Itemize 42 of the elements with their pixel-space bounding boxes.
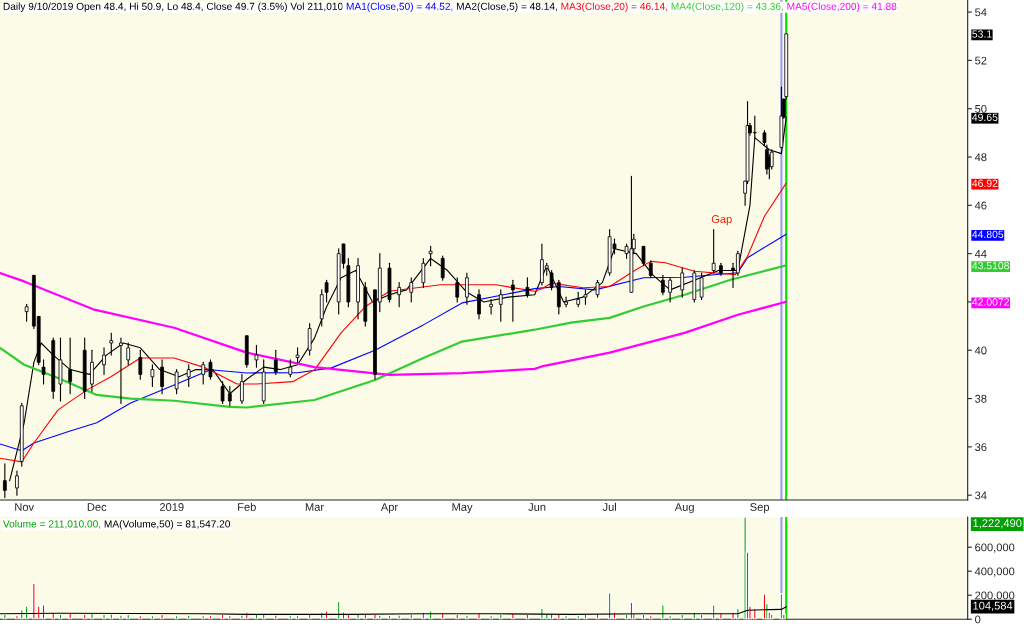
y-tick-label: 36 <box>975 443 987 452</box>
text: MA(Volume,50) = 81,547.20 <box>104 520 231 530</box>
annotation: Gap <box>711 215 732 226</box>
text: MA1(Close,50) = 44.52, <box>346 2 453 12</box>
chart-title: Daily 9/10/2019 Open 48.4, Hi 50.9, Lo 48.4, Close 49.7 (3.5%) Vol 211,010 <box>3 2 343 12</box>
y-tick-label: 46 <box>974 201 987 210</box>
text: 104,584 <box>973 601 1013 611</box>
x-tick-label: Dec <box>87 503 107 511</box>
x-tick-label: Mar <box>305 503 324 511</box>
x-tick-label: Jun <box>528 503 546 511</box>
y2-tick-label: 44.805 <box>972 230 1004 239</box>
y-tick-label: 200,000 <box>975 591 1015 601</box>
y-tick-label: 38 <box>975 394 987 403</box>
x-tick-label: Sep <box>750 503 770 514</box>
text: Volume = 211,010.00, <box>2 520 101 529</box>
y2-tick-label: 46.92 <box>972 179 998 187</box>
x-tick-label: 2019 <box>159 503 184 511</box>
y-tick-label: 600,000 <box>975 543 1015 553</box>
y-tick-label: 44 <box>974 250 987 258</box>
x-tick-label: Nov <box>15 503 35 511</box>
y-tick-label: 50 <box>975 104 987 113</box>
text: MA3(Close,20) = 46.14, <box>561 2 668 12</box>
y-tick-label: 34 <box>975 491 987 500</box>
y2-tick-label: 49.65 <box>972 113 998 122</box>
x-tick-label: Jul <box>602 502 616 511</box>
text: MA4(Close,120) = 43.36, <box>671 2 783 12</box>
y2-tick-label: 43.5108 <box>972 261 1010 270</box>
text: 1,222,490 <box>973 519 1022 529</box>
x-tick-label: May <box>452 503 473 514</box>
y2-tick-label: 53.1 <box>972 30 992 38</box>
y-tick-label: 40 <box>974 346 987 355</box>
y-tick-label: 0 <box>975 615 981 624</box>
x-tick-label: Apr <box>380 503 398 514</box>
x-tick-label: Aug <box>674 503 694 514</box>
y-tick-label: 400,000 <box>974 567 1015 577</box>
y-tick-label: 54 <box>975 8 987 17</box>
x-tick-label: Feb <box>238 502 256 511</box>
y-tick-label: 48 <box>974 153 987 162</box>
text: MA2(Close,5) = 48.14, <box>456 2 557 12</box>
y2-tick-label: 42.0072 <box>972 298 1009 306</box>
text: MA5(Close,200) = 41.88 <box>787 2 897 12</box>
y-tick-label: 52 <box>975 56 987 65</box>
